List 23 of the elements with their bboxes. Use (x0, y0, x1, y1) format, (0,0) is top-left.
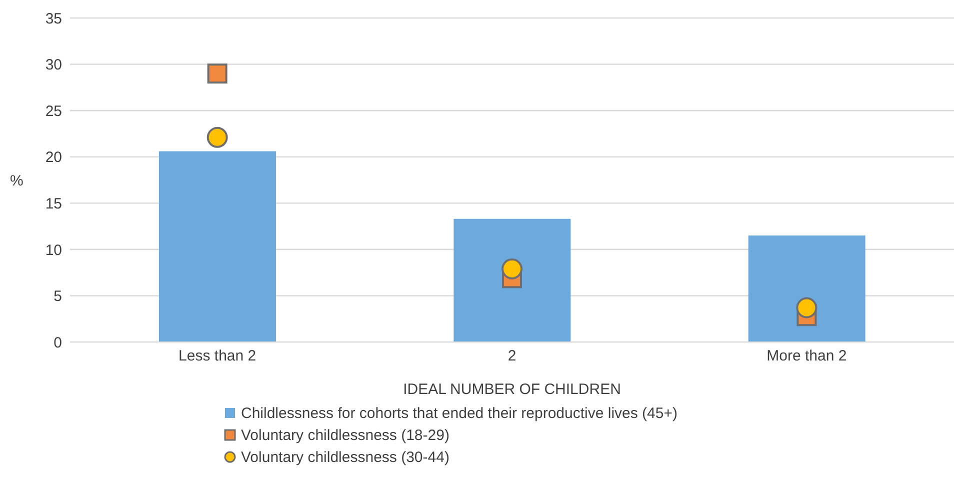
y-tick-label: 15 (45, 195, 62, 212)
legend-label: Voluntary childlessness (18-29) (241, 426, 450, 444)
x-tick-label: Less than 2 (178, 348, 256, 365)
point (207, 64, 228, 84)
bar (454, 218, 571, 342)
y-axis-title: % (10, 172, 24, 190)
y-tick-label: 5 (54, 288, 62, 306)
point (206, 126, 228, 148)
x-tick-label: More than 2 (766, 348, 847, 365)
y-tick-label: 35 (45, 10, 62, 28)
bar (748, 236, 866, 342)
bar (159, 151, 276, 342)
point (502, 258, 522, 280)
legend-label: Voluntary childlessness (30-44) (241, 448, 450, 466)
y-tick-label: 25 (45, 102, 62, 120)
y-tick-label: 30 (45, 56, 62, 74)
y-tick-label: 0 (54, 334, 62, 352)
y-tick-label: 20 (45, 149, 62, 166)
x-axis-title: IDEAL NUMBER OF CHILDREN (403, 381, 621, 398)
point (796, 297, 818, 318)
legend-label: Childlessness for cohorts that ended their reproductive lives (45+) (241, 404, 678, 422)
y-tick-label: 10 (45, 242, 62, 259)
x-tick-label: 2 (508, 348, 516, 365)
